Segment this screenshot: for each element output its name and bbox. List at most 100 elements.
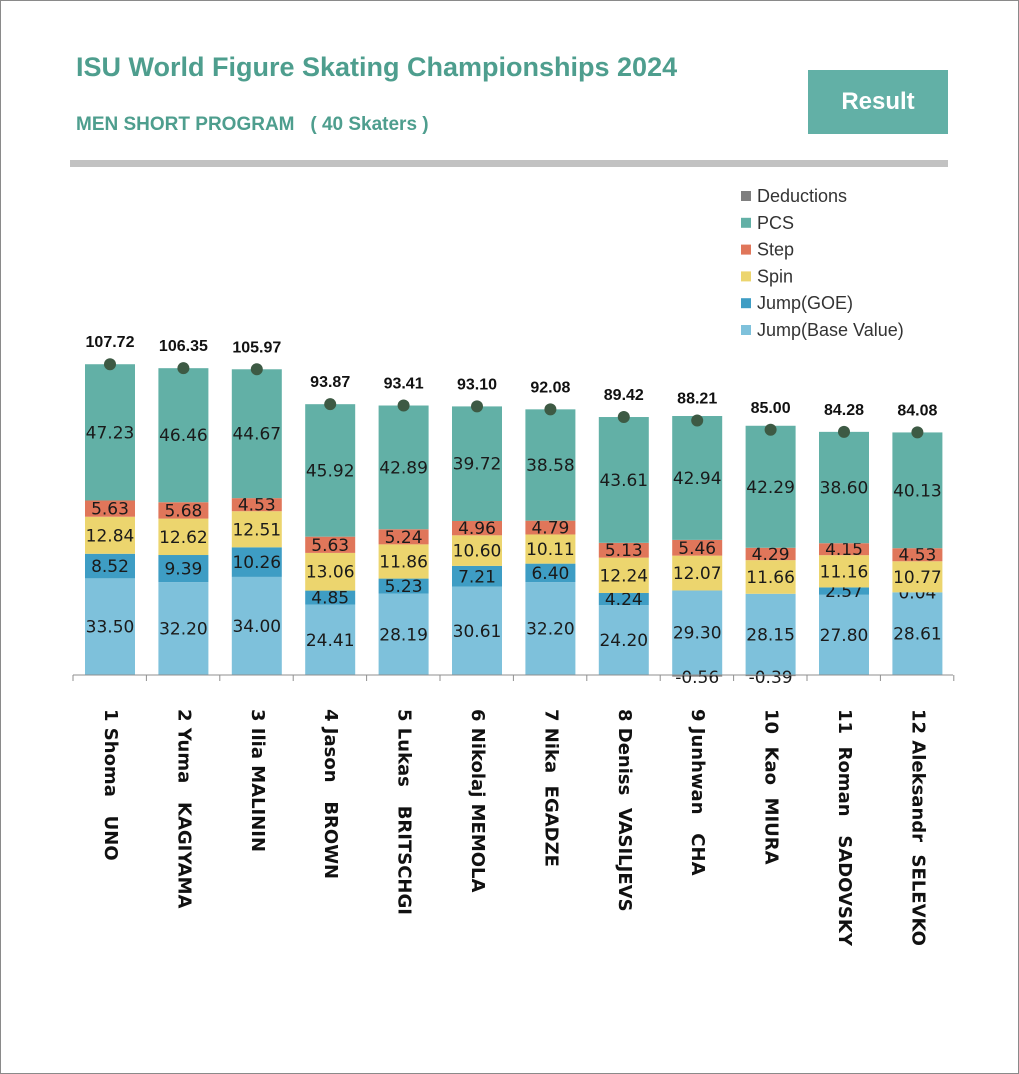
total-label: 106.35 [159, 338, 208, 355]
bar-step [305, 536, 356, 553]
bar-step [452, 520, 502, 536]
label-spin: 12.24 [599, 566, 648, 586]
total-marker [250, 363, 263, 376]
total-label: 93.87 [310, 374, 350, 391]
legend-label-step: Step [757, 240, 794, 260]
skater-name: 11 Roman SADOVSKY [834, 709, 855, 947]
legend-label-spin: Spin [757, 266, 793, 286]
label-jump_base: 32.20 [526, 620, 575, 640]
chart-bars: 33.50 8.52 12.84 5.63 47.23 107.72 32.20 9.39 12… [85, 334, 943, 688]
label-spin: 10.60 [453, 542, 502, 562]
chart-legend: Deductions PCS Step Spin Jump(GOE) Jump(Base … [741, 186, 904, 340]
label-step: 4.29 [752, 545, 790, 565]
bar-pcs [672, 416, 723, 540]
label-spin: 12.62 [159, 528, 208, 548]
label-spin: 11.86 [379, 552, 428, 572]
label-step: 5.24 [385, 528, 423, 548]
label-pcs: 38.58 [526, 456, 575, 476]
bar-step [819, 543, 869, 556]
label-pcs: 42.89 [379, 458, 428, 478]
legend-label-pcs: PCS [757, 213, 794, 233]
bar-jump_goe [525, 563, 576, 583]
bar-spin [525, 534, 576, 564]
total-marker [104, 358, 116, 371]
bar-step [672, 539, 723, 556]
total-label: 93.41 [384, 376, 424, 393]
bar-jump_base [892, 592, 943, 675]
result-button[interactable]: Result [808, 70, 948, 134]
bar-pcs [305, 404, 356, 537]
bar-jump_goe [452, 565, 502, 587]
label-deductions: -0.39 [749, 668, 793, 688]
label-jump_base: 30.61 [453, 622, 502, 642]
label-pcs: 39.72 [453, 455, 502, 475]
legend-swatch-pcs [741, 217, 751, 228]
bar-spin [452, 535, 502, 566]
bar-pcs [452, 406, 502, 521]
bar-deductions [745, 675, 796, 677]
legend-swatch-jump_goe [741, 298, 751, 309]
bar-pcs [158, 368, 209, 503]
label-pcs: 44.67 [232, 425, 281, 445]
label-step: 4.53 [898, 546, 936, 566]
label-jump_base: 33.50 [86, 618, 135, 638]
total-label: 85.00 [751, 400, 791, 417]
label-step: 4.79 [531, 519, 569, 539]
label-jump_goe: 4.24 [605, 590, 643, 610]
label-jump_base: 34.00 [232, 617, 281, 637]
bar-pcs [598, 417, 649, 543]
label-jump_base: 28.15 [746, 625, 795, 645]
total-label: 93.10 [457, 376, 497, 393]
bar-jump_goe [85, 553, 135, 579]
bar-jump_base [378, 593, 429, 675]
bar-step [892, 548, 943, 562]
bar-jump_base [231, 576, 282, 675]
total-marker [911, 426, 924, 439]
legend-label-jump_goe: Jump(GOE) [757, 293, 853, 313]
label-jump_goe: 4.85 [311, 589, 349, 609]
label-jump_base: 29.30 [673, 624, 722, 644]
label-spin: 13.06 [306, 563, 355, 583]
label-jump_goe: 10.26 [232, 553, 281, 573]
bar-jump_goe [598, 592, 649, 606]
bar-jump_base [819, 594, 869, 675]
label-deductions: -0.56 [675, 668, 719, 688]
total-marker [544, 403, 557, 416]
legend-swatch-step [741, 244, 751, 255]
label-step: 5.63 [91, 500, 129, 520]
total-marker [397, 399, 410, 412]
bar-spin [158, 518, 209, 556]
total-label: 107.72 [86, 334, 135, 351]
label-step: 5.13 [605, 541, 643, 561]
skater-name: 1 Shoma UNO [100, 709, 121, 861]
total-marker [177, 362, 190, 375]
bar-jump_base [745, 593, 796, 675]
bar-pcs [745, 425, 796, 548]
bar-jump_goe [231, 547, 282, 577]
label-spin: 11.66 [746, 568, 795, 588]
total-marker [838, 425, 850, 438]
label-pcs: 47.23 [86, 423, 135, 443]
legend-swatch-spin [741, 271, 751, 282]
label-pcs: 46.46 [159, 426, 208, 446]
label-pcs: 42.94 [673, 469, 722, 489]
bar-pcs [85, 364, 135, 501]
legend-swatch-jump_base [741, 325, 751, 335]
page-title: ISU World Figure Skating Championships 2… [76, 52, 678, 82]
total-marker [691, 414, 704, 427]
label-jump_goe: 6.40 [531, 564, 569, 584]
skater-name: 9 Junhwan CHA [687, 709, 708, 876]
bar-spin [378, 544, 429, 579]
bar-spin [819, 555, 869, 588]
label-jump_goe: 7.21 [458, 567, 496, 587]
label-jump_goe: 5.23 [385, 577, 423, 597]
bar-pcs [378, 405, 429, 530]
label-spin: 12.07 [673, 564, 722, 584]
label-jump_goe: 8.52 [91, 557, 129, 577]
total-marker [764, 423, 777, 436]
label-spin: 10.77 [893, 568, 942, 588]
bar-jump_base [305, 604, 356, 675]
total-marker [471, 400, 483, 413]
skater-names: 1 Shoma UNO 2 Yuma KAGIYAMA 3 Ilia MALININ… [100, 709, 928, 947]
